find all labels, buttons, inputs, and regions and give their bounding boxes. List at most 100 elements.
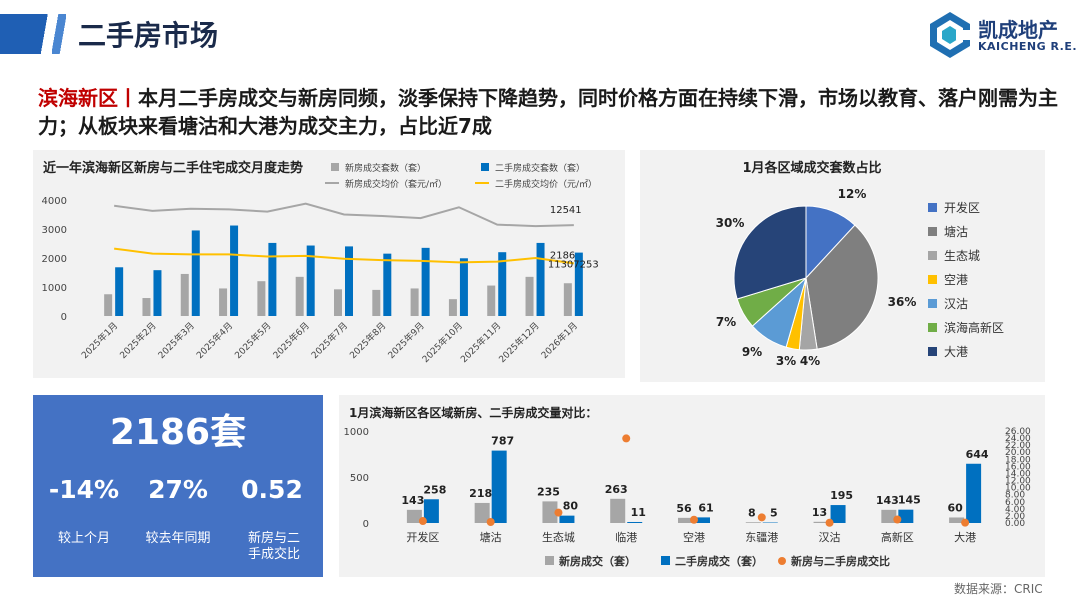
y-left-tick-label: 4000: [42, 196, 67, 207]
legend-swatch: [928, 251, 937, 260]
x-tick-label: 2025年3月: [155, 320, 196, 361]
y-left-tick-label: 0: [61, 312, 67, 323]
bar-new-12: [563, 283, 572, 316]
bar-second-8: [421, 247, 430, 316]
kpi-panel: 2186套 -14% 27% 0.52 较上个月 较去年同期 新房与二手成交比: [33, 395, 323, 577]
bar-second-4: [695, 517, 710, 523]
headline-region: 滨海新区丨: [38, 86, 138, 110]
bar-new-6: [813, 521, 829, 523]
bar-new-4: [257, 281, 266, 316]
ratio-dot-5: [757, 513, 766, 522]
company-logo: [930, 12, 972, 58]
bar-new-3: [610, 498, 626, 523]
x-tick-label: 汉沽: [819, 531, 841, 544]
legend-label: 滨海高新区: [944, 320, 1004, 335]
bar-new-3: [219, 288, 228, 316]
y-right-tick-label: 20.00: [1005, 448, 1031, 458]
legend-swatch: [928, 299, 937, 308]
x-tick-label: 2025年9月: [385, 320, 426, 361]
pie-chart: 1月各区域成交套数占比 12% 36% 4% 3% 9% 7% 30% 开发区塘沽生态城空港汉沽…: [716, 160, 1004, 368]
pie-value-label: 30%: [716, 216, 745, 230]
data-label: 5: [770, 507, 778, 520]
legend-label: 二手房成交套数（套）: [495, 162, 585, 174]
bar-second-7: [898, 509, 914, 523]
kpi-ratio-value: 0.52: [241, 475, 303, 504]
bar-new-8: [410, 288, 419, 316]
headline-text: 本月二手房成交与新房同频，淡季保持下降趋势，同时价格方面在持续下滑，市场以教育、…: [38, 86, 1058, 138]
bar-new-1: [142, 298, 151, 316]
bar-second-1: [491, 450, 507, 523]
y-right-tick-label: 26.00: [1005, 427, 1031, 437]
bar-second-8: [966, 463, 982, 523]
pie-value-label: 36%: [888, 295, 917, 309]
x-tick-label: 临港: [615, 530, 637, 544]
data-label: 11: [631, 506, 646, 519]
pie-slice-1: [805, 224, 879, 350]
legend-swatch: [928, 275, 937, 284]
y-right-tick-label: 4.00: [1005, 505, 1025, 515]
legend-label: 新房成交（套）: [559, 554, 636, 568]
legend-label: 汉沽: [944, 297, 968, 311]
kpi-yoy-value: 27%: [148, 475, 208, 504]
x-tick-label: 大港: [954, 530, 976, 544]
chart-title: 近一年滨海新区新房与二手住宅成交月度走势: [43, 160, 303, 176]
end-label: 12541: [550, 205, 582, 216]
y-left-tick-label: 0: [363, 519, 369, 530]
bar-new-2: [180, 273, 189, 316]
pie-value-label: 9%: [742, 345, 762, 359]
legend-label: 新房成交套数（套）: [345, 162, 426, 174]
legend-swatch: [661, 556, 670, 565]
y-right-tick-label: 18.00: [1005, 455, 1031, 465]
data-label: 13: [812, 506, 827, 519]
chart-title: 1月滨海新区各区域新房、二手房成交量对比：: [349, 405, 597, 420]
legend-label: 生态城: [944, 249, 980, 263]
bar-new-9: [448, 299, 457, 316]
ratio-dot-8: [961, 518, 970, 527]
trend-chart: 近一年滨海新区新房与二手住宅成交月度走势 新房成交套数（套） 二手房成交套数（套） 新…: [42, 160, 657, 365]
legend-swatch: [778, 557, 786, 565]
page-title: 二手房市场: [78, 19, 219, 52]
data-label: 258: [423, 483, 446, 496]
y-right-tick-label: 0.00: [1005, 519, 1025, 529]
district-chart: 1月滨海新区各区域新房、二手房成交量对比： 0 500 1000 0.002.004.0…: [344, 405, 1031, 568]
pie-value-label: 4%: [800, 354, 820, 368]
y-right-tick-label: 2.00: [1005, 512, 1025, 522]
headline: 滨海新区丨本月二手房成交与新房同频，淡季保持下降趋势，同时价格方面在持续下滑，市…: [38, 84, 1058, 140]
bar-second-4: [268, 242, 277, 316]
x-tick-label: 生态城: [542, 530, 575, 544]
pie-value-label: 12%: [838, 187, 867, 201]
kpi-mom-label: 较上个月: [57, 531, 110, 546]
legend-swatch: [331, 163, 339, 171]
data-label: 143: [876, 494, 899, 507]
legend-label: 二手房成交均价（元/㎡）: [495, 178, 597, 190]
ratio-dot-4: [690, 515, 698, 524]
legend-swatch: [928, 227, 937, 236]
ratio-dot-0: [418, 517, 427, 526]
x-tick-label: 2025年2月: [117, 320, 158, 361]
bar-second-3: [627, 521, 643, 523]
bar-second-2: [191, 230, 200, 316]
x-tick-label: 2025年8月: [347, 320, 388, 361]
y-right-tick-label: 14.00: [1005, 469, 1031, 479]
ratio-dot-7: [893, 515, 902, 524]
y-left-tick-label: 1000: [344, 427, 369, 438]
kpi-main-value: 2186套: [109, 412, 247, 453]
bar-new-5: [745, 522, 761, 523]
y-left-tick-label: 3000: [42, 225, 67, 236]
data-label: 60: [947, 501, 963, 514]
data-label: 145: [898, 494, 921, 507]
bar-new-1: [474, 502, 490, 523]
bar-second-0: [423, 499, 439, 523]
pie-value-label: 7%: [716, 315, 736, 329]
legend-swatch: [545, 556, 554, 565]
x-tick-label: 2025年1月: [79, 320, 120, 361]
y-right-tick-label: 16.00: [1005, 462, 1031, 472]
bar-new-0: [104, 294, 113, 316]
bar-new-0: [406, 509, 422, 523]
y-left-tick-label: 1000: [42, 283, 67, 294]
bar-new-4: [678, 517, 693, 523]
bar-new-5: [295, 276, 304, 316]
end-label: 2186: [550, 251, 575, 262]
y-left-tick-label: 500: [350, 473, 369, 484]
logo-mark-icon: [930, 12, 972, 58]
